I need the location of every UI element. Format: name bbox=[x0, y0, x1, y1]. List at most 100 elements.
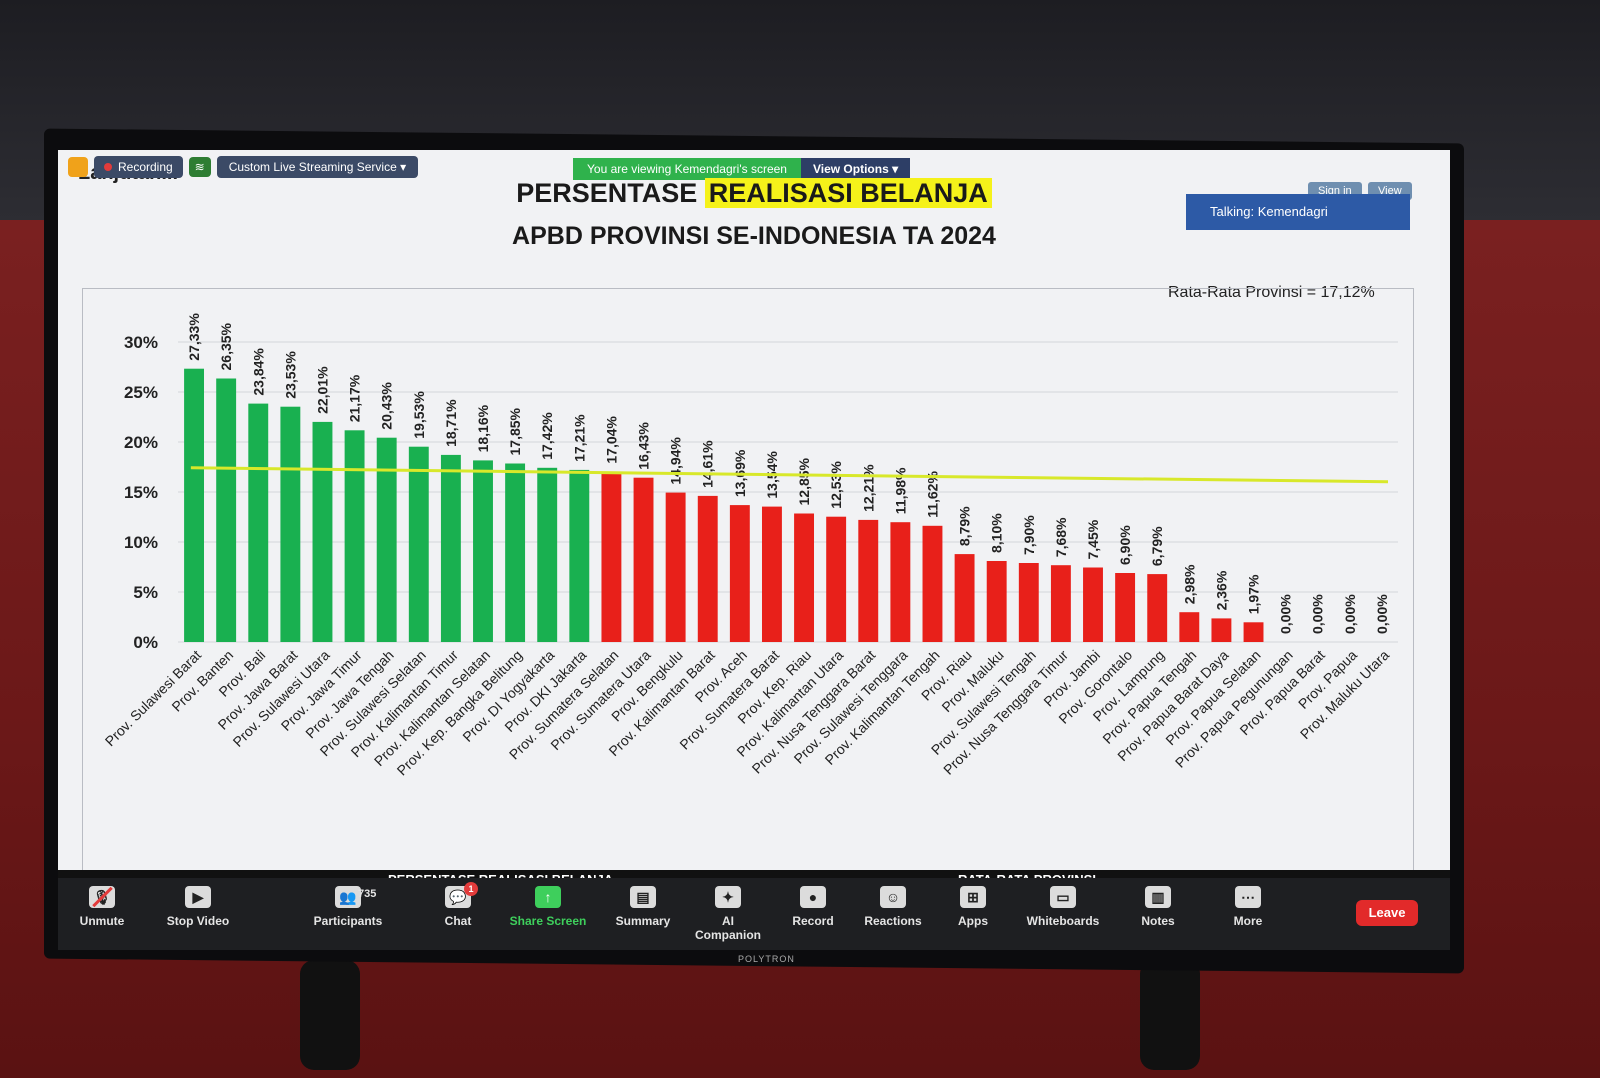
more-icon: ⋯ bbox=[1235, 886, 1261, 908]
chart-bar bbox=[922, 525, 943, 642]
data-label: 0,00% bbox=[1342, 594, 1358, 634]
title-part1: PERSENTASE bbox=[516, 178, 705, 208]
data-label: 2,36% bbox=[1213, 570, 1229, 610]
reactions-button[interactable]: ☺ Reactions bbox=[853, 886, 933, 928]
apps-label: Apps bbox=[958, 914, 988, 928]
unmute-button[interactable]: 🎙 Unmute bbox=[62, 886, 142, 928]
viewing-banner: You are viewing Kemendagri's screen View… bbox=[573, 158, 911, 180]
chart-bar bbox=[312, 421, 333, 642]
apps-icon: ⊞ bbox=[960, 886, 986, 908]
notes-icon: ▥ bbox=[1145, 886, 1171, 908]
data-label: 7,68% bbox=[1053, 517, 1069, 557]
chat-label: Chat bbox=[444, 914, 472, 928]
share-icon: ↑ bbox=[535, 886, 561, 908]
notes-button[interactable]: ▥ Notes bbox=[1118, 886, 1198, 928]
chart-bar bbox=[633, 477, 654, 642]
more-label: More bbox=[1233, 914, 1263, 928]
average-line bbox=[190, 466, 1389, 484]
summary-button[interactable]: ▤ Summary bbox=[603, 886, 683, 928]
chart-bar bbox=[665, 492, 686, 642]
data-label: 2,98% bbox=[1181, 564, 1197, 604]
chat-badge: 1 bbox=[464, 882, 478, 896]
chart-bar bbox=[1147, 574, 1168, 642]
record-button[interactable]: ● Record bbox=[773, 886, 853, 928]
chart-bar bbox=[986, 561, 1007, 642]
video-icon: ▶ bbox=[185, 886, 211, 908]
data-label: 18,71% bbox=[443, 399, 459, 447]
mic-off-icon: 🎙 bbox=[89, 886, 115, 908]
whiteboards-label: Whiteboards bbox=[1026, 914, 1100, 928]
view-options-button[interactable]: View Options ▾ bbox=[800, 158, 911, 180]
record-dot-icon bbox=[104, 163, 112, 171]
unmute-label: Unmute bbox=[79, 914, 125, 928]
chart-bar bbox=[569, 469, 590, 642]
chart-bar bbox=[1179, 612, 1200, 642]
data-label: 0,00% bbox=[1374, 594, 1390, 634]
data-label: 14,94% bbox=[668, 437, 684, 485]
participants-button[interactable]: 👥 Participants 735 bbox=[308, 886, 388, 928]
data-label: 6,79% bbox=[1149, 526, 1165, 566]
live-stream-dropdown[interactable]: Custom Live Streaming Service ▾ bbox=[216, 156, 419, 178]
sparkle-icon: ✦ bbox=[715, 886, 741, 908]
chart-bar bbox=[826, 516, 847, 642]
data-label: 23,53% bbox=[282, 351, 298, 399]
shield-icon[interactable] bbox=[68, 157, 88, 177]
chart-bar bbox=[280, 406, 301, 642]
whiteboards-button[interactable]: ▭ Whiteboards bbox=[1023, 886, 1103, 928]
summary-icon: ▤ bbox=[630, 886, 656, 908]
y-tick-label: 25% bbox=[124, 383, 158, 402]
data-label: 23,84% bbox=[250, 348, 266, 396]
data-label: 18,16% bbox=[475, 404, 491, 452]
zoom-recording-bar: Recording ≋ Custom Live Streaming Servic… bbox=[68, 156, 419, 178]
chart-bar bbox=[376, 437, 397, 642]
chart-bar bbox=[794, 513, 815, 642]
chart-bar bbox=[697, 495, 718, 642]
y-tick-label: 5% bbox=[133, 583, 158, 602]
chart-bar bbox=[1050, 565, 1071, 642]
chart-bar bbox=[216, 378, 237, 642]
data-label: 1,97% bbox=[1246, 574, 1262, 614]
data-label: 0,00% bbox=[1278, 594, 1294, 634]
chart-bar bbox=[537, 467, 558, 642]
viewing-text: You are viewing Kemendagri's screen bbox=[573, 158, 801, 180]
data-label: 26,35% bbox=[218, 322, 234, 370]
data-label: 8,79% bbox=[957, 506, 973, 546]
recording-indicator[interactable]: Recording bbox=[94, 156, 183, 178]
data-label: 11,62% bbox=[924, 471, 940, 518]
data-label: 21,17% bbox=[347, 374, 363, 422]
share-screen-button[interactable]: ↑ Share Screen bbox=[508, 886, 588, 928]
live-stream-icon[interactable]: ≋ bbox=[188, 157, 211, 177]
data-label: 7,45% bbox=[1085, 519, 1101, 559]
y-tick-label: 20% bbox=[124, 433, 158, 452]
chart-bar bbox=[601, 471, 622, 642]
apps-button[interactable]: ⊞ Apps bbox=[933, 886, 1013, 928]
people-icon: 👥 bbox=[335, 886, 361, 908]
chart-bar bbox=[890, 522, 911, 642]
leave-button[interactable]: Leave bbox=[1356, 900, 1418, 926]
chart-bar bbox=[954, 554, 975, 642]
data-label: 6,90% bbox=[1117, 525, 1133, 565]
chart-bar bbox=[344, 430, 365, 642]
chart-bar bbox=[729, 505, 750, 642]
data-label: 16,43% bbox=[636, 422, 652, 470]
chart-bar bbox=[440, 454, 461, 642]
ai-companion-button[interactable]: ✦ AI Companion bbox=[688, 886, 768, 942]
notes-label: Notes bbox=[1141, 914, 1175, 928]
more-button[interactable]: ⋯ More bbox=[1208, 886, 1288, 928]
whiteboard-icon: ▭ bbox=[1050, 886, 1076, 908]
data-label: 27,33% bbox=[186, 313, 202, 361]
reactions-label: Reactions bbox=[864, 914, 922, 928]
stop-video-button[interactable]: ▶ Stop Video bbox=[158, 886, 238, 928]
tv-screen: Lanjutan... Recording ≋ Custom Live Stre… bbox=[58, 150, 1450, 950]
chat-button[interactable]: 💬 Chat 1 bbox=[418, 882, 498, 928]
tv-stand-left bbox=[300, 960, 360, 1070]
participants-label: Participants bbox=[313, 914, 383, 928]
stream-label: Custom Live Streaming Service bbox=[228, 160, 397, 174]
record-label: Record bbox=[792, 914, 834, 928]
chart-bar bbox=[473, 460, 493, 642]
data-label: 17,85% bbox=[507, 407, 523, 455]
data-label: 19,53% bbox=[411, 391, 427, 439]
tv-stand-right bbox=[1140, 960, 1200, 1070]
record-icon: ● bbox=[800, 886, 826, 908]
stop-video-label: Stop Video bbox=[166, 914, 230, 928]
